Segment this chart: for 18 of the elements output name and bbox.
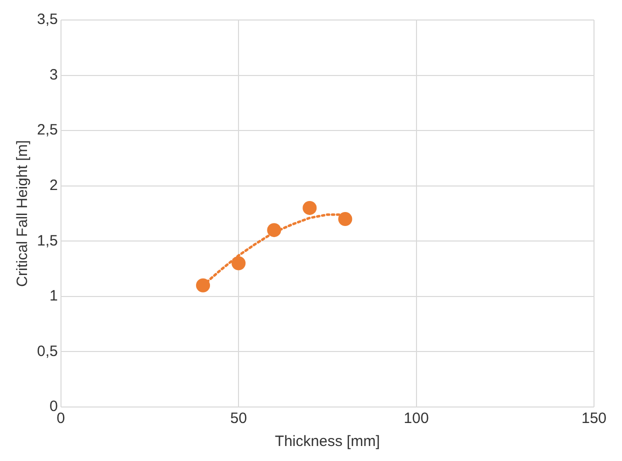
x-axis-title: Thickness [mm] bbox=[274, 433, 380, 450]
y-tick-label: 0 bbox=[50, 398, 58, 416]
y-tick-label: 0,5 bbox=[36, 342, 58, 360]
point bbox=[196, 278, 210, 292]
x-tick-label: 100 bbox=[404, 410, 429, 428]
y-tick-label: 3,5 bbox=[36, 11, 58, 28]
y-axis-title: Critical Fall Height [m] bbox=[14, 140, 32, 287]
point bbox=[232, 256, 246, 270]
x-tick-label: 50 bbox=[230, 410, 247, 428]
point bbox=[338, 212, 352, 226]
point bbox=[302, 200, 317, 215]
y-tick-label: 3 bbox=[50, 66, 58, 84]
y-tick-label: 2 bbox=[50, 177, 58, 194]
y-tick-label: 1,5 bbox=[36, 232, 58, 250]
point bbox=[267, 223, 282, 238]
y-tick-label: 2,5 bbox=[36, 122, 58, 139]
x-tick-label: 150 bbox=[581, 410, 607, 428]
y-tick-label: 1 bbox=[50, 288, 58, 305]
